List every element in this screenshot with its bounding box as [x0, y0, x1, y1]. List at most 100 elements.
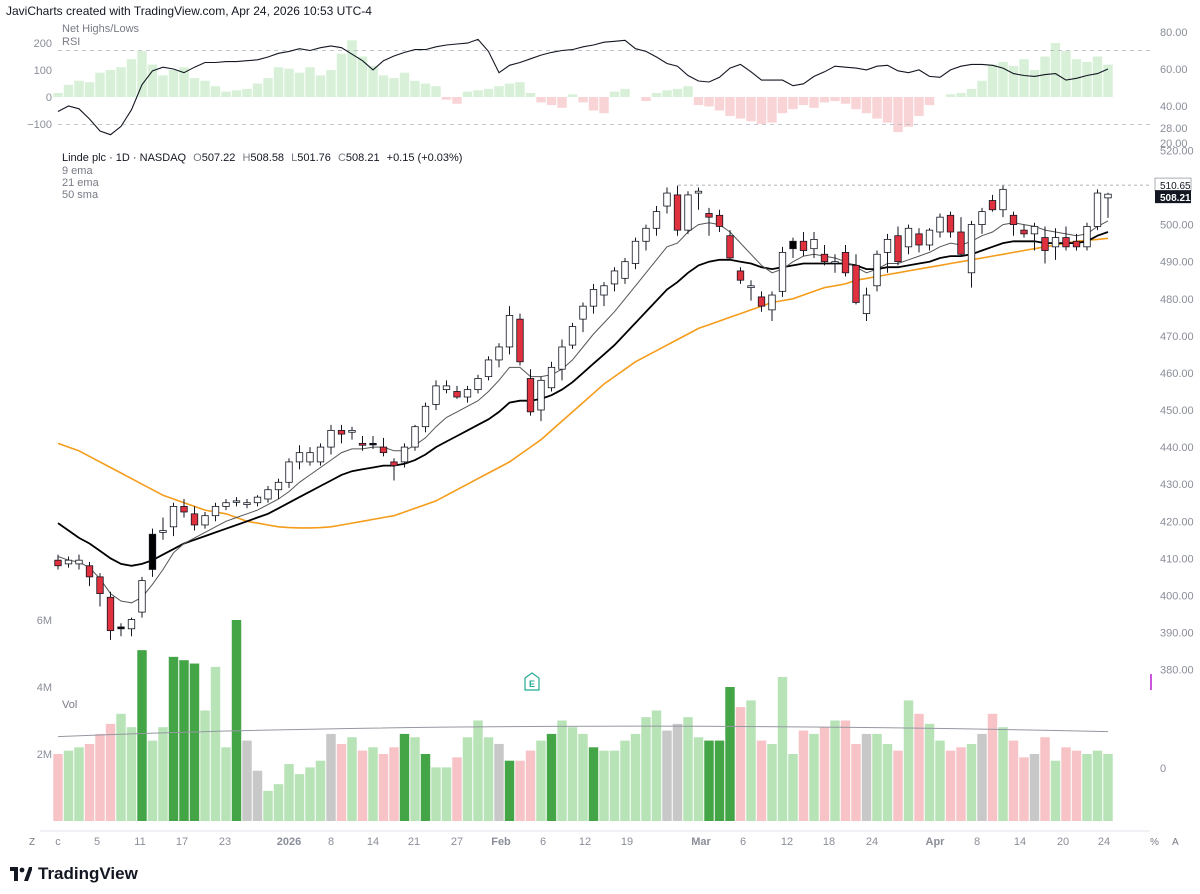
net-highs-lows-bar: [809, 97, 819, 108]
auto-scale-button[interactable]: A: [1172, 837, 1179, 848]
candle-body: [64, 559, 73, 565]
volume-tick: 2M: [37, 749, 52, 761]
candle-body: [841, 251, 850, 274]
volume-bar: [84, 743, 95, 821]
volume-bar: [714, 740, 725, 821]
rsi-label: RSI: [62, 36, 80, 48]
candle-body: [474, 378, 482, 391]
volume-bar: [651, 710, 662, 821]
time-tick: 17: [176, 836, 188, 848]
volume-bar: [956, 747, 966, 821]
volume-bar: [504, 760, 515, 821]
time-tick: 21: [408, 836, 420, 848]
candle-body: [495, 346, 503, 361]
net-highs-lows-bar: [725, 97, 735, 116]
indicator-ema21-label[interactable]: 21 ema: [62, 177, 100, 189]
candle-body: [1051, 237, 1060, 248]
price-tick: 520.00: [1160, 145, 1194, 157]
zoom-button[interactable]: Z: [29, 837, 36, 848]
price-axis[interactable]: 520.00 500.00 490.00 480.00 470.00 460.00 450.…: [1154, 145, 1194, 677]
volume-bar: [210, 666, 221, 821]
volume-bar: [252, 770, 263, 821]
volume-bar: [483, 737, 494, 821]
time-axis[interactable]: c 5 11 17 23 2026 8 14 21 27 Feb 6 12 19 Mar 6 12 18 24 Apr…: [40, 830, 1150, 848]
candle-body: [610, 270, 619, 285]
candle-body: [810, 239, 818, 250]
volume-bar: [473, 720, 483, 821]
candle-body: [1041, 237, 1049, 251]
volume-bar: [861, 733, 872, 821]
volume-bar: [1008, 740, 1019, 821]
volume-bar: [630, 733, 641, 821]
time-tick: c: [55, 836, 61, 848]
volume-bar: [1092, 750, 1103, 821]
volume-tick: 6M: [37, 615, 52, 627]
net-highs-lows-bar: [767, 97, 777, 123]
net-highs-lows-bar: [105, 70, 116, 97]
volume-bar: [588, 747, 599, 821]
candle-body: [736, 270, 745, 281]
price-tick: 400.00: [1160, 590, 1194, 602]
net-highs-lows-bar: [651, 92, 662, 97]
high-value: 508.58: [250, 152, 284, 164]
volume-bar: [116, 713, 126, 821]
footer-brand[interactable]: TradingView: [10, 862, 138, 886]
chart-header: JaviCharts created with TradingView.com,…: [6, 4, 372, 18]
time-tick: 23: [219, 836, 231, 848]
percent-scale-button[interactable]: %: [1150, 837, 1159, 848]
time-tick: Mar: [691, 836, 711, 848]
volume-bar: [431, 767, 441, 821]
price-tick: 440.00: [1160, 442, 1194, 454]
net-highs-lows-bar: [231, 90, 242, 97]
volume-bar: [882, 743, 893, 821]
price-tick: 410.00: [1160, 553, 1194, 565]
high-price-tag-text: 510.65: [1160, 181, 1191, 192]
volume-zero-tick: 0: [1160, 763, 1166, 775]
volume-bar: [767, 743, 777, 821]
net-highs-lows-bar: [672, 88, 683, 97]
net-highs-lows-bar: [641, 97, 651, 102]
candle-body: [747, 285, 755, 289]
price-tick: 380.00: [1160, 665, 1194, 677]
volume-bar: [840, 720, 851, 821]
candle-body: [390, 461, 398, 467]
rsi-tick: 60.00: [1160, 64, 1188, 76]
net-highs-lows-bar: [515, 82, 525, 97]
net-highs-lows-bar: [1082, 61, 1092, 97]
candlesticks[interactable]: [54, 185, 1112, 640]
brand-name: TradingView: [38, 864, 138, 883]
candle-body: [547, 366, 556, 389]
time-tick: 24: [866, 836, 878, 848]
volume-bar: [567, 727, 578, 821]
volume-bar: [683, 717, 693, 821]
net-highs-lows-bar: [567, 94, 578, 97]
net-highs-lows-bar: [735, 97, 746, 119]
rsi-line: [57, 38, 1109, 136]
volume-bar: [578, 733, 588, 821]
volume-bar: [158, 727, 168, 821]
symbol-title: Linde plc · 1D · NASDAQ: [62, 152, 187, 164]
volume-bar: [347, 737, 357, 821]
net-highs-lows-bar: [609, 91, 620, 97]
volume-bar: [945, 750, 956, 821]
indicator-ema9-label[interactable]: 9 ema: [62, 165, 93, 177]
volume-bar: [1082, 754, 1092, 821]
net-highs-lows-bar: [977, 80, 987, 97]
candle-body: [789, 240, 797, 250]
rsi-path: [57, 38, 1109, 136]
volume-bar: [357, 750, 368, 821]
net-highs-lows-bar: [126, 59, 137, 97]
net-highs-lows-bar: [536, 97, 546, 103]
candle-body: [348, 429, 356, 433]
price-tick: 430.00: [1160, 479, 1194, 491]
indicator-sma50-label[interactable]: 50 sma: [62, 189, 99, 201]
earnings-marker[interactable]: E: [524, 672, 540, 691]
volume-bar: [966, 743, 977, 821]
net-highs-lows-bar: [1061, 51, 1071, 97]
volume-label: Vol: [62, 699, 77, 711]
candle-body: [421, 405, 430, 428]
candle-body: [222, 502, 230, 507]
candle-body: [904, 227, 913, 248]
time-tick: 27: [451, 836, 463, 848]
